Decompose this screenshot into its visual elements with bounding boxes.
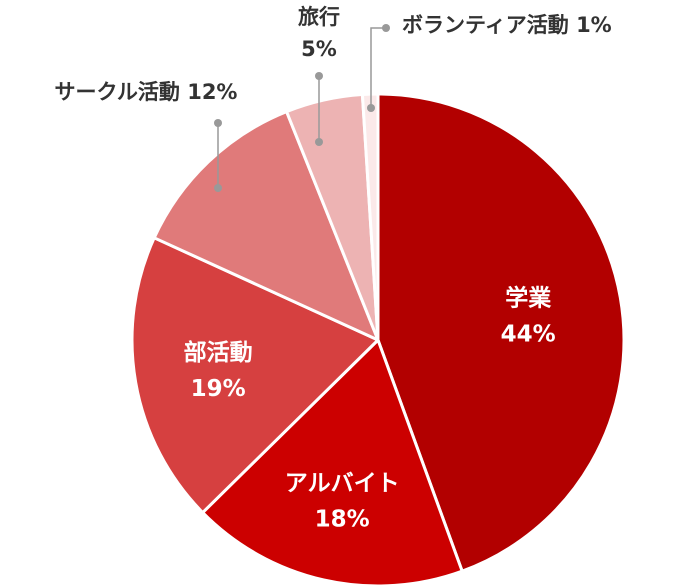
slice-3-value-label: 19% xyxy=(191,376,246,402)
slice-1-value-label: 44% xyxy=(501,322,556,348)
slice-2-value-label: 18% xyxy=(315,506,370,532)
slice-6-leader-dot-end xyxy=(367,104,375,112)
slice-6-leader-dot-start xyxy=(382,24,390,32)
slice-6-leader-line xyxy=(370,27,386,108)
slice-6-value-label: 1% xyxy=(576,13,612,37)
pie-slice-4 xyxy=(152,110,380,342)
pie-slices xyxy=(130,92,626,588)
pie-slice-2 xyxy=(201,338,464,588)
slice-4-name-label: サークル活動 xyxy=(55,80,188,104)
slice-5-leader-dot-start xyxy=(315,72,323,80)
slice-4-label: サークル活動 12% xyxy=(55,80,238,104)
slice-5-name-label: 旅行 xyxy=(298,5,340,29)
slice-4-leader-dot-start xyxy=(214,119,222,127)
slice-1-name-label: 学業 xyxy=(505,285,552,312)
slice-5-value-label: 5% xyxy=(301,37,337,61)
slice-4-value-label: 12% xyxy=(187,80,237,104)
slice-2-name-label: アルバイト xyxy=(285,470,400,496)
slice-3-name-label: 部活動 xyxy=(184,339,253,366)
slice-6-name-label: ボランティア活動 xyxy=(402,13,576,37)
pie-slice-6 xyxy=(360,92,380,342)
pie-slice-1 xyxy=(376,92,626,573)
leader-lines xyxy=(214,24,390,192)
slice-6-label: ボランティア活動 1% xyxy=(402,13,612,37)
slice-4-leader-dot-end xyxy=(214,184,222,192)
slice-5-leader-dot-end xyxy=(315,138,323,146)
slice-labels: 学業 44% アルバイト 18% 部活動 19% サークル活動 12% 旅行 5% ボランティア活… xyxy=(55,5,612,532)
pie-slice-3 xyxy=(130,236,380,515)
